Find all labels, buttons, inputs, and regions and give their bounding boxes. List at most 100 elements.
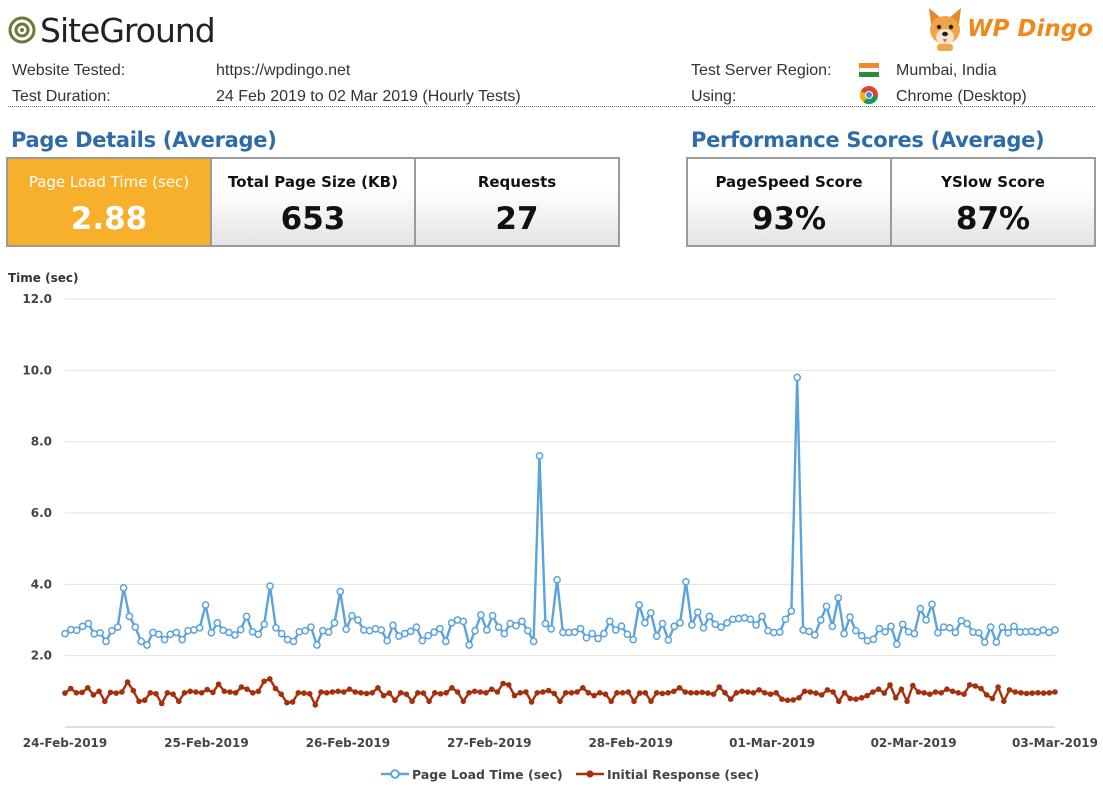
initial-response-point xyxy=(540,689,546,695)
load-time-point xyxy=(693,608,702,617)
load-time-point xyxy=(418,636,427,645)
initial-response-point xyxy=(494,689,501,695)
initial-response-point xyxy=(153,691,159,697)
load-time-point xyxy=(746,615,755,624)
load-time-point xyxy=(289,637,298,646)
initial-response-point xyxy=(346,686,353,692)
initial-response-point xyxy=(130,687,137,694)
load-time-point xyxy=(834,594,843,602)
load-time-point xyxy=(810,631,819,639)
load-time-point xyxy=(986,623,995,631)
load-time-point xyxy=(600,629,608,638)
x-tick-label: 27-Feb-2019 xyxy=(447,736,532,750)
load-time-point xyxy=(974,628,983,637)
page-load-time-box: Page Load Time (sec) 2.88 xyxy=(8,159,210,245)
yslow-score-label: YSlow Score xyxy=(941,173,1045,191)
initial-response-point xyxy=(870,689,876,695)
initial-response-point xyxy=(73,690,80,696)
initial-response-point xyxy=(739,688,745,695)
initial-response-point xyxy=(875,686,882,692)
load-time-point xyxy=(424,631,433,640)
initial-response-point xyxy=(710,691,717,697)
load-time-point xyxy=(266,582,274,590)
initial-response-point xyxy=(79,689,85,696)
load-time-point xyxy=(916,604,925,613)
initial-response-point xyxy=(517,690,523,696)
initial-response-point xyxy=(415,690,421,696)
initial-response-point xyxy=(306,691,313,697)
initial-response-point xyxy=(386,690,393,696)
initial-response-point xyxy=(836,698,842,705)
load-time-point xyxy=(430,628,438,636)
initial-response-point xyxy=(323,690,330,696)
initial-response-point xyxy=(335,688,341,695)
siteground-mark-icon xyxy=(8,16,36,44)
load-time-point xyxy=(471,626,479,635)
load-time-point xyxy=(272,623,280,632)
y-tick-label: 12.0 xyxy=(22,292,52,306)
initial-response-point xyxy=(727,696,734,702)
load-time-point xyxy=(793,373,802,382)
x-tick-label: 02-Mar-2019 xyxy=(871,736,957,750)
initial-response-point xyxy=(983,692,990,698)
pagespeed-score-box: PageSpeed Score 93% xyxy=(688,159,890,245)
initial-response-point xyxy=(847,695,853,702)
load-time-point xyxy=(752,621,761,629)
y-tick-label: 2.0 xyxy=(31,649,52,663)
load-time-point xyxy=(178,635,187,644)
load-time-point xyxy=(113,623,122,631)
chart-gridlines xyxy=(65,298,1055,728)
initial-response-point xyxy=(534,690,540,696)
initial-response-point xyxy=(141,697,148,704)
initial-response-point xyxy=(813,690,819,696)
initial-response-point xyxy=(397,690,404,696)
initial-response-point xyxy=(676,685,683,691)
load-time-point xyxy=(383,636,392,645)
initial-response-point xyxy=(722,690,728,696)
initial-response-point xyxy=(887,682,893,688)
initial-response-point xyxy=(289,699,296,705)
load-time-point xyxy=(523,626,532,635)
load-time-point xyxy=(922,616,930,624)
load-time-point xyxy=(78,622,87,631)
initial-response-point xyxy=(682,689,688,695)
initial-response-point xyxy=(426,698,432,705)
initial-response-point xyxy=(67,685,74,692)
load-time-point xyxy=(494,623,503,631)
load-time-point xyxy=(816,616,825,624)
load-time-point xyxy=(705,612,714,621)
header-divider xyxy=(8,106,1095,107)
load-time-point xyxy=(582,633,591,642)
load-time-point xyxy=(623,630,632,639)
load-time-point xyxy=(154,630,163,639)
initial-response-point xyxy=(659,690,666,697)
load-time-point xyxy=(465,641,474,649)
load-time-point xyxy=(119,584,128,592)
load-time-point xyxy=(805,627,813,636)
initial-response-point xyxy=(215,681,222,687)
load-time-point xyxy=(488,611,497,620)
initial-response-point xyxy=(551,690,558,697)
initial-response-point xyxy=(636,690,643,696)
load-time-point xyxy=(389,621,397,630)
siteground-logo: SiteGround xyxy=(8,8,216,52)
load-time-point xyxy=(482,626,491,634)
test-duration-label: Test Duration: xyxy=(12,88,111,105)
initial-response-point xyxy=(602,691,609,697)
load-time-point xyxy=(535,452,544,460)
total-page-size-box: Total Page Size (KB) 653 xyxy=(212,159,414,245)
load-time-point xyxy=(588,629,597,638)
initial-response-point xyxy=(585,690,592,696)
load-time-point xyxy=(576,624,585,633)
load-time-point xyxy=(928,600,936,609)
load-time-point xyxy=(295,627,304,636)
load-time-point xyxy=(828,622,837,631)
initial-response-point xyxy=(193,689,199,695)
initial-response-point xyxy=(688,690,694,696)
test-server-region-label: Test Server Region: xyxy=(691,62,832,79)
siteground-wordmark: SiteGround xyxy=(40,10,216,50)
initial-response-point xyxy=(113,690,119,696)
initial-response-point xyxy=(466,690,472,696)
initial-response-point xyxy=(972,683,979,689)
initial-response-point xyxy=(716,684,723,690)
